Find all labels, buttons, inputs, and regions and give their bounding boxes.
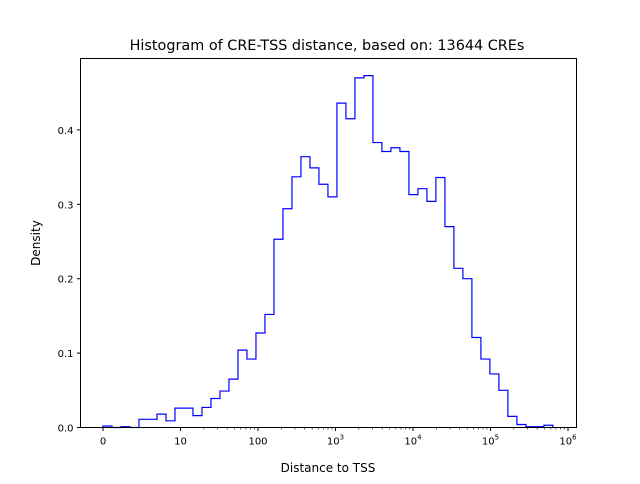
axes-frame: [80, 58, 577, 428]
histogram-bin: [355, 78, 364, 428]
histogram-bin: [481, 359, 490, 427]
x-axis-label: Distance to TSS: [281, 461, 376, 475]
histogram-bin: [157, 414, 166, 427]
y-tick-label: 0.4: [58, 126, 74, 137]
y-tick-label: 0.3: [58, 200, 74, 211]
histogram-bin: [229, 379, 238, 427]
histogram-bin: [454, 268, 463, 427]
histogram-bin: [166, 421, 175, 428]
histogram-bin: [472, 337, 481, 427]
histogram-bin: [391, 148, 400, 428]
histogram-bin: [400, 151, 409, 427]
histogram-bin: [463, 279, 472, 428]
histogram-bin: [319, 184, 328, 427]
histogram-bin: [256, 333, 265, 427]
histogram-bin: [373, 143, 382, 428]
y-tick-label: 0.2: [58, 275, 74, 286]
histogram-bin: [328, 197, 337, 428]
histogram-bin: [382, 151, 391, 427]
histogram-bin: [490, 374, 499, 428]
histogram-bin: [247, 359, 256, 427]
x-tick-label: 104: [404, 434, 422, 448]
x-tick-label: 105: [482, 434, 499, 448]
histogram-bin: [310, 168, 319, 428]
histogram-bin: [184, 408, 193, 427]
x-tick-label: 100: [248, 437, 267, 448]
histogram-bin: [436, 178, 445, 428]
x-tick-label: 106: [559, 434, 577, 448]
histogram-bin: [508, 416, 517, 427]
x-tick-label: 10: [174, 437, 187, 448]
y-tick-label: 0.0: [58, 424, 74, 435]
histogram-bin: [337, 103, 346, 427]
histogram-bin: [364, 76, 373, 428]
histogram-bin: [292, 177, 301, 428]
chart-title: Histogram of CRE-TSS distance, based on:…: [130, 38, 525, 54]
histogram-bin: [418, 189, 427, 428]
y-axis-label: Density: [29, 220, 43, 266]
histogram-step-line: [102, 75, 554, 429]
histogram-bin: [202, 407, 211, 427]
histogram-bin: [301, 157, 310, 428]
histogram-bin: [148, 419, 157, 427]
histogram-bin: [139, 419, 148, 427]
histogram-bin: [211, 398, 220, 427]
histogram-bin: [238, 350, 247, 427]
histogram-bin: [499, 390, 508, 427]
histogram-bin: [346, 119, 355, 428]
histogram-bin: [265, 314, 274, 427]
x-tick-label: 0: [100, 437, 106, 448]
histogram-bin: [274, 239, 283, 427]
x-tick-label: 103: [327, 434, 344, 448]
y-tick-label: 0.1: [58, 349, 74, 360]
histogram-bin: [427, 201, 436, 427]
histogram-bin: [409, 195, 418, 428]
histogram-bin: [175, 408, 184, 427]
histogram-bin: [283, 209, 292, 428]
histogram-bin: [220, 391, 229, 427]
histogram-bin: [445, 227, 454, 428]
histogram-bin: [193, 416, 202, 428]
